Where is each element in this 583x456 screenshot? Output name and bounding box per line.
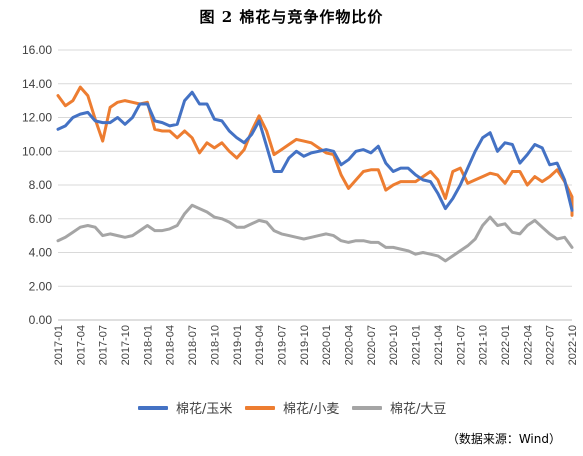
x-tick-label: 2019-04	[254, 325, 266, 365]
y-tick-label: 10.00	[22, 144, 52, 158]
x-tick-label: 2017-10	[120, 325, 132, 365]
y-tick-label: 8.00	[29, 178, 53, 192]
y-axis: 0.00 2.00 4.00 6.00 8.00 10.00 12.00 14.00 16.00	[22, 43, 52, 327]
x-tick-label: 2022-01	[500, 325, 512, 365]
legend-label: 棉花/大豆	[390, 402, 447, 417]
x-tick-label: 2020-10	[388, 325, 400, 365]
x-tick-label: 2021-01	[411, 325, 423, 365]
y-tick-label: 16.00	[22, 43, 52, 57]
x-tick-label: 2018-07	[187, 325, 199, 365]
chart-title: 图 2 棉花与竞争作物比价	[199, 8, 384, 26]
x-tick-label: 2018-04	[165, 325, 177, 365]
legend-label: 棉花/玉米	[176, 402, 233, 417]
y-tick-label: 14.00	[22, 77, 52, 91]
x-tick-label: 2021-07	[455, 325, 467, 365]
x-tick-label: 2020-04	[344, 325, 356, 365]
x-tick-label: 2020-07	[366, 325, 378, 365]
x-tick-label: 2019-07	[276, 325, 288, 365]
x-tick-label: 2022-10	[567, 325, 579, 365]
legend-label: 棉花/小麦	[283, 402, 340, 417]
y-tick-label: 6.00	[29, 212, 53, 226]
x-tick-label: 2021-10	[478, 325, 490, 365]
x-tick-label: 2022-04	[522, 325, 534, 365]
x-tick-label: 2019-10	[299, 325, 311, 365]
x-tick-label: 2018-01	[142, 325, 154, 365]
source-note: （数据来源：Wind）	[446, 432, 561, 446]
x-axis: 2017-01 2017-04 2017-07 2017-10 2018-01 2018-…	[53, 319, 579, 365]
series-line-2	[56, 203, 574, 263]
x-tick-label: 2017-04	[75, 325, 87, 365]
x-tick-label: 2017-07	[98, 325, 110, 365]
legend-item-cotton-soybean: 棉花/大豆	[352, 398, 446, 417]
series-layer	[56, 85, 574, 263]
legend-swatch-blue	[138, 405, 168, 410]
legend-swatch-gray	[352, 405, 382, 410]
grid-lines	[58, 49, 572, 287]
x-tick-label: 2019-01	[232, 325, 244, 365]
legend-item-cotton-corn: 棉花/玉米	[138, 398, 232, 417]
series-line-0	[56, 90, 574, 212]
y-tick-label: 2.00	[29, 279, 53, 293]
y-tick-label: 0.00	[29, 313, 53, 327]
x-tick-label: 2022-07	[545, 325, 557, 365]
legend-item-cotton-wheat: 棉花/小麦	[245, 398, 339, 417]
x-tick-label: 2018-10	[209, 325, 221, 365]
y-tick-label: 12.00	[22, 111, 52, 125]
x-tick-label: 2021-04	[433, 325, 445, 365]
x-tick-label: 2017-01	[53, 325, 65, 365]
legend-swatch-orange	[245, 405, 275, 410]
y-tick-label: 4.00	[29, 246, 53, 260]
x-tick-label: 2020-01	[321, 325, 333, 365]
